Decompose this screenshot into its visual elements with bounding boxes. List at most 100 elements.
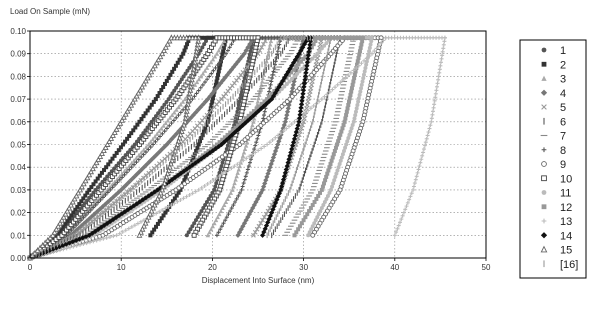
legend-item: 15 bbox=[540, 245, 572, 257]
data-point bbox=[440, 53, 445, 58]
data-point bbox=[300, 66, 305, 71]
data-point bbox=[315, 51, 320, 56]
data-point bbox=[184, 194, 189, 199]
data-point bbox=[69, 213, 74, 218]
data-point bbox=[130, 98, 136, 105]
data-point bbox=[308, 35, 314, 41]
data-point bbox=[185, 68, 190, 73]
data-point bbox=[354, 106, 359, 111]
data-point bbox=[145, 108, 150, 113]
data-point bbox=[351, 119, 356, 124]
data-point bbox=[93, 200, 98, 205]
data-point bbox=[348, 92, 353, 97]
data-point bbox=[111, 234, 116, 239]
data-point bbox=[198, 48, 203, 53]
data-point bbox=[433, 91, 438, 96]
data-point bbox=[345, 106, 350, 111]
data-point bbox=[295, 135, 301, 141]
data-point bbox=[262, 144, 267, 149]
data-point bbox=[414, 174, 419, 179]
data-point bbox=[261, 214, 267, 220]
data-point bbox=[280, 78, 286, 84]
data-point bbox=[212, 220, 217, 226]
data-point bbox=[357, 35, 362, 40]
data-point bbox=[115, 180, 120, 185]
data-point bbox=[223, 170, 228, 175]
data-point bbox=[230, 187, 235, 192]
data-point bbox=[224, 51, 229, 56]
data-point bbox=[113, 125, 120, 132]
data-point bbox=[216, 69, 221, 74]
data-point bbox=[234, 196, 239, 201]
data-point bbox=[198, 85, 203, 90]
data-point bbox=[210, 56, 216, 62]
data-point bbox=[247, 160, 252, 165]
data-point bbox=[349, 126, 354, 131]
data-point bbox=[129, 131, 134, 136]
data-point bbox=[259, 101, 264, 106]
data-point bbox=[232, 164, 237, 169]
data-point bbox=[66, 204, 73, 211]
data-point bbox=[117, 231, 122, 236]
data-point bbox=[212, 187, 217, 192]
data-point bbox=[164, 99, 169, 104]
data-point bbox=[379, 41, 384, 46]
data-point bbox=[157, 219, 162, 224]
legend-marker bbox=[541, 147, 547, 153]
data-point bbox=[372, 49, 377, 54]
data-point bbox=[206, 196, 211, 201]
data-point bbox=[440, 49, 445, 54]
data-point bbox=[196, 187, 201, 192]
data-point bbox=[299, 125, 304, 131]
data-point bbox=[162, 43, 169, 50]
data-point bbox=[200, 153, 205, 158]
data-point bbox=[335, 142, 340, 147]
data-point bbox=[221, 49, 226, 54]
legend-item: 5 bbox=[541, 102, 566, 114]
data-point bbox=[188, 227, 193, 232]
data-point bbox=[353, 113, 358, 118]
data-point bbox=[320, 184, 325, 189]
data-point bbox=[170, 199, 175, 204]
data-point bbox=[367, 54, 372, 59]
data-point bbox=[62, 210, 69, 217]
data-point bbox=[69, 198, 76, 205]
data-point bbox=[77, 202, 82, 207]
legend-item: 9 bbox=[541, 159, 566, 171]
data-point bbox=[250, 122, 255, 128]
data-point bbox=[308, 206, 313, 211]
data-point bbox=[324, 35, 329, 40]
data-point bbox=[367, 45, 372, 50]
data-point bbox=[322, 181, 327, 186]
data-point bbox=[343, 75, 348, 80]
data-point bbox=[357, 49, 362, 54]
data-point bbox=[86, 171, 93, 178]
data-point bbox=[161, 47, 167, 53]
data-point bbox=[263, 211, 269, 217]
data-point bbox=[306, 108, 311, 113]
data-point bbox=[141, 80, 147, 87]
data-point bbox=[206, 148, 211, 153]
data-point bbox=[358, 45, 363, 50]
data-point bbox=[353, 109, 358, 114]
data-point bbox=[308, 106, 313, 111]
data-point bbox=[292, 132, 298, 139]
y-tick-label: 0.01 bbox=[10, 231, 26, 240]
data-point bbox=[196, 88, 201, 93]
data-point bbox=[341, 148, 346, 153]
data-point bbox=[177, 80, 182, 85]
data-point bbox=[321, 35, 326, 40]
data-point bbox=[346, 136, 351, 141]
data-point bbox=[326, 168, 331, 173]
data-point bbox=[148, 145, 153, 150]
data-point bbox=[219, 57, 224, 62]
data-point bbox=[266, 48, 271, 54]
data-point bbox=[103, 192, 108, 197]
data-point bbox=[248, 49, 253, 54]
data-point bbox=[273, 59, 278, 64]
data-point bbox=[395, 226, 400, 231]
data-point bbox=[71, 244, 76, 249]
legend-item: 6 bbox=[543, 116, 566, 128]
data-point bbox=[107, 184, 113, 190]
data-point bbox=[257, 48, 263, 53]
